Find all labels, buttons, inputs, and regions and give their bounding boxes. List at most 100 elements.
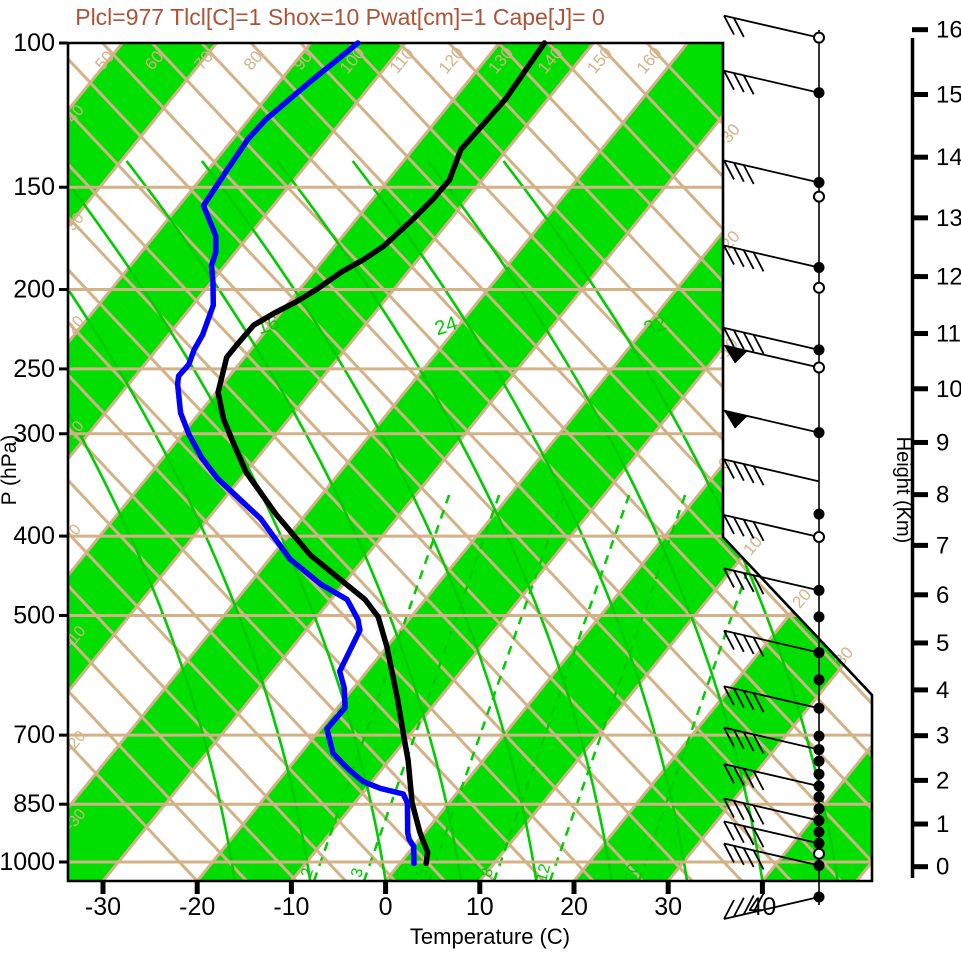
station-dot <box>813 611 825 623</box>
barb-shaft <box>723 244 820 269</box>
wind-barb <box>723 244 825 274</box>
station-circle <box>813 31 825 44</box>
barb-feather <box>742 825 755 846</box>
temperature-tick-label: 20 <box>560 893 588 921</box>
isotherm-line <box>761 43 872 881</box>
height-tick <box>912 154 928 160</box>
wind-barb <box>723 842 825 872</box>
barb-feather <box>742 731 755 752</box>
isotherm-line <box>68 43 218 881</box>
height-tick-label: 10 <box>936 376 961 403</box>
dry-adiabat-line <box>68 43 699 881</box>
barb-shaft <box>723 567 820 592</box>
barb-feather <box>742 74 755 95</box>
dry-adiabat-line <box>68 43 452 881</box>
height-tick-label: 1 <box>936 811 949 838</box>
station-dot <box>813 647 825 659</box>
wind-barb <box>813 826 825 838</box>
wind-barb <box>723 820 825 849</box>
station-dot <box>813 837 825 849</box>
grid-label: 8 <box>478 866 497 879</box>
wind-barb <box>723 69 825 99</box>
height-tick <box>912 542 928 548</box>
pressure-tick-label: 100 <box>13 29 55 57</box>
isotherm-line <box>68 43 407 881</box>
barb-feather <box>723 763 735 784</box>
height-axis-title: Height (Km) <box>892 437 914 544</box>
pressure-axis: 100 150 200 250 300 400 500 700 850 1000 P (hPa) <box>0 29 68 876</box>
barb-feather <box>752 733 765 754</box>
temperature-tick <box>571 881 577 894</box>
wind-barb <box>723 514 825 543</box>
height-tick-label: 12 <box>936 264 961 291</box>
station-dot <box>813 674 825 686</box>
height-tick <box>912 215 928 221</box>
barb-shaft <box>723 797 820 822</box>
dry-adiabat-line <box>546 43 872 881</box>
wind-barb <box>723 409 825 439</box>
pressure-tick-label: 300 <box>13 420 55 448</box>
barb-pennant-flag <box>724 345 748 364</box>
barb-feather <box>723 15 735 36</box>
moist-adiabat-line <box>68 160 237 881</box>
barb-feather <box>733 845 745 866</box>
pressure-tick-label: 250 <box>13 355 55 383</box>
station-dot <box>813 780 825 792</box>
station-dot <box>813 702 825 714</box>
barb-feather <box>752 521 765 542</box>
barb-feather <box>733 800 745 821</box>
station-dot <box>813 344 825 356</box>
dry-adiabat-line <box>68 43 749 881</box>
barb-feather <box>733 897 745 918</box>
station-dot <box>813 87 825 99</box>
grid-label: 160 <box>633 43 666 77</box>
station-circle <box>813 361 825 374</box>
barb-feather <box>723 685 735 706</box>
barb-shaft <box>723 820 820 845</box>
barb-feather <box>723 327 735 348</box>
barb-feather <box>752 334 765 355</box>
temperature-tick <box>383 881 389 894</box>
barb-shaft <box>723 327 820 351</box>
barb-feather <box>752 692 765 713</box>
barb-feather <box>733 329 745 350</box>
pressure-tick-label: 700 <box>13 721 55 749</box>
temperature-tick <box>665 881 671 894</box>
wind-barb <box>813 791 825 803</box>
grid-label: 20 <box>622 862 643 884</box>
barb-feather <box>723 514 735 535</box>
grid-label: 120 <box>435 43 468 77</box>
dry-adiabat-line <box>68 43 353 881</box>
barb-feather <box>733 766 745 786</box>
barb-shaft <box>723 69 820 94</box>
barb-feather <box>742 463 755 484</box>
temperature-axis: -30 -20 -10 0 10 20 30 40 Temperature (C) <box>85 881 776 949</box>
barb-shaft <box>723 514 820 538</box>
height-tick-label: 4 <box>936 677 949 704</box>
mixing-ratio-line <box>548 489 689 881</box>
wind-barb <box>813 611 825 623</box>
dry-adiabat-line <box>101 43 872 881</box>
station-dot <box>813 508 825 520</box>
height-tick <box>912 687 928 693</box>
barb-feather <box>752 849 765 870</box>
barb-feather <box>733 17 745 38</box>
height-tick-label: 11 <box>936 321 961 348</box>
barb-feather <box>733 729 745 750</box>
mixing-ratio-line <box>637 489 778 881</box>
station-dot <box>813 755 825 767</box>
dry-adiabat-line <box>68 43 303 881</box>
barb-feather <box>723 70 735 91</box>
height-tick-label: 8 <box>936 482 949 509</box>
barb-feather <box>723 630 735 650</box>
barb-feather <box>733 688 745 708</box>
station-dot <box>813 860 825 872</box>
wind-barb <box>813 508 825 520</box>
height-tick-label: 7 <box>936 532 949 559</box>
station-dot <box>813 427 825 439</box>
wind-barb <box>723 327 825 356</box>
pressure-tick-label: 400 <box>13 522 55 550</box>
dry-adiabat-line <box>68 43 551 881</box>
barb-feather <box>723 245 735 265</box>
